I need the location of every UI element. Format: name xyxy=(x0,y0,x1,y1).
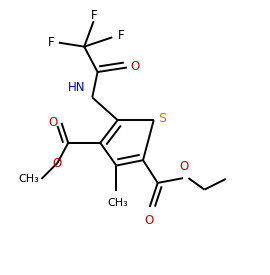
Text: F: F xyxy=(91,9,97,22)
Text: HN: HN xyxy=(68,81,86,94)
Text: F: F xyxy=(48,36,54,49)
Text: O: O xyxy=(144,214,154,227)
Text: F: F xyxy=(117,29,124,42)
Text: CH₃: CH₃ xyxy=(19,174,39,184)
Text: O: O xyxy=(52,158,61,170)
Text: CH₃: CH₃ xyxy=(107,199,128,208)
Text: O: O xyxy=(179,160,188,173)
Text: O: O xyxy=(130,60,140,73)
Text: O: O xyxy=(49,116,58,128)
Text: S: S xyxy=(158,112,166,125)
